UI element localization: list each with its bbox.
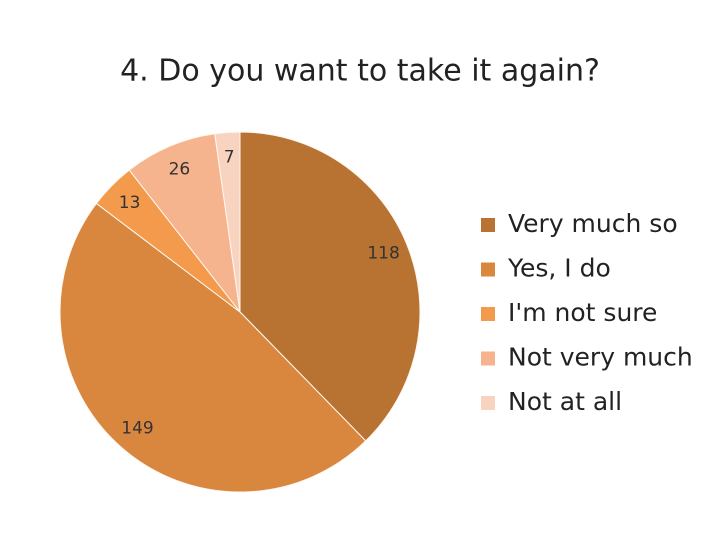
legend-label: Not very much	[508, 343, 693, 372]
legend-swatch	[481, 218, 495, 232]
pie-slice	[214, 131, 241, 313]
pie-slice	[239, 131, 421, 442]
legend-label: I'm not sure	[508, 298, 657, 327]
legend-swatch	[481, 307, 495, 321]
legend-swatch	[481, 351, 495, 366]
legend-label: Yes, I do	[507, 254, 611, 283]
legend-swatch	[481, 396, 495, 410]
data-label: 13	[119, 193, 141, 213]
pie-slice	[128, 133, 241, 314]
chart-title: 4. Do you want to take it again?	[120, 54, 600, 89]
data-label: 118	[367, 244, 399, 264]
legend-label: Not at all	[508, 387, 622, 416]
legend-label: Very much so	[508, 209, 678, 238]
data-label: 26	[169, 159, 191, 179]
data-label: 149	[121, 418, 153, 438]
legend-swatch	[481, 262, 495, 277]
pie-slice	[59, 202, 367, 493]
data-label: 7	[224, 147, 235, 167]
